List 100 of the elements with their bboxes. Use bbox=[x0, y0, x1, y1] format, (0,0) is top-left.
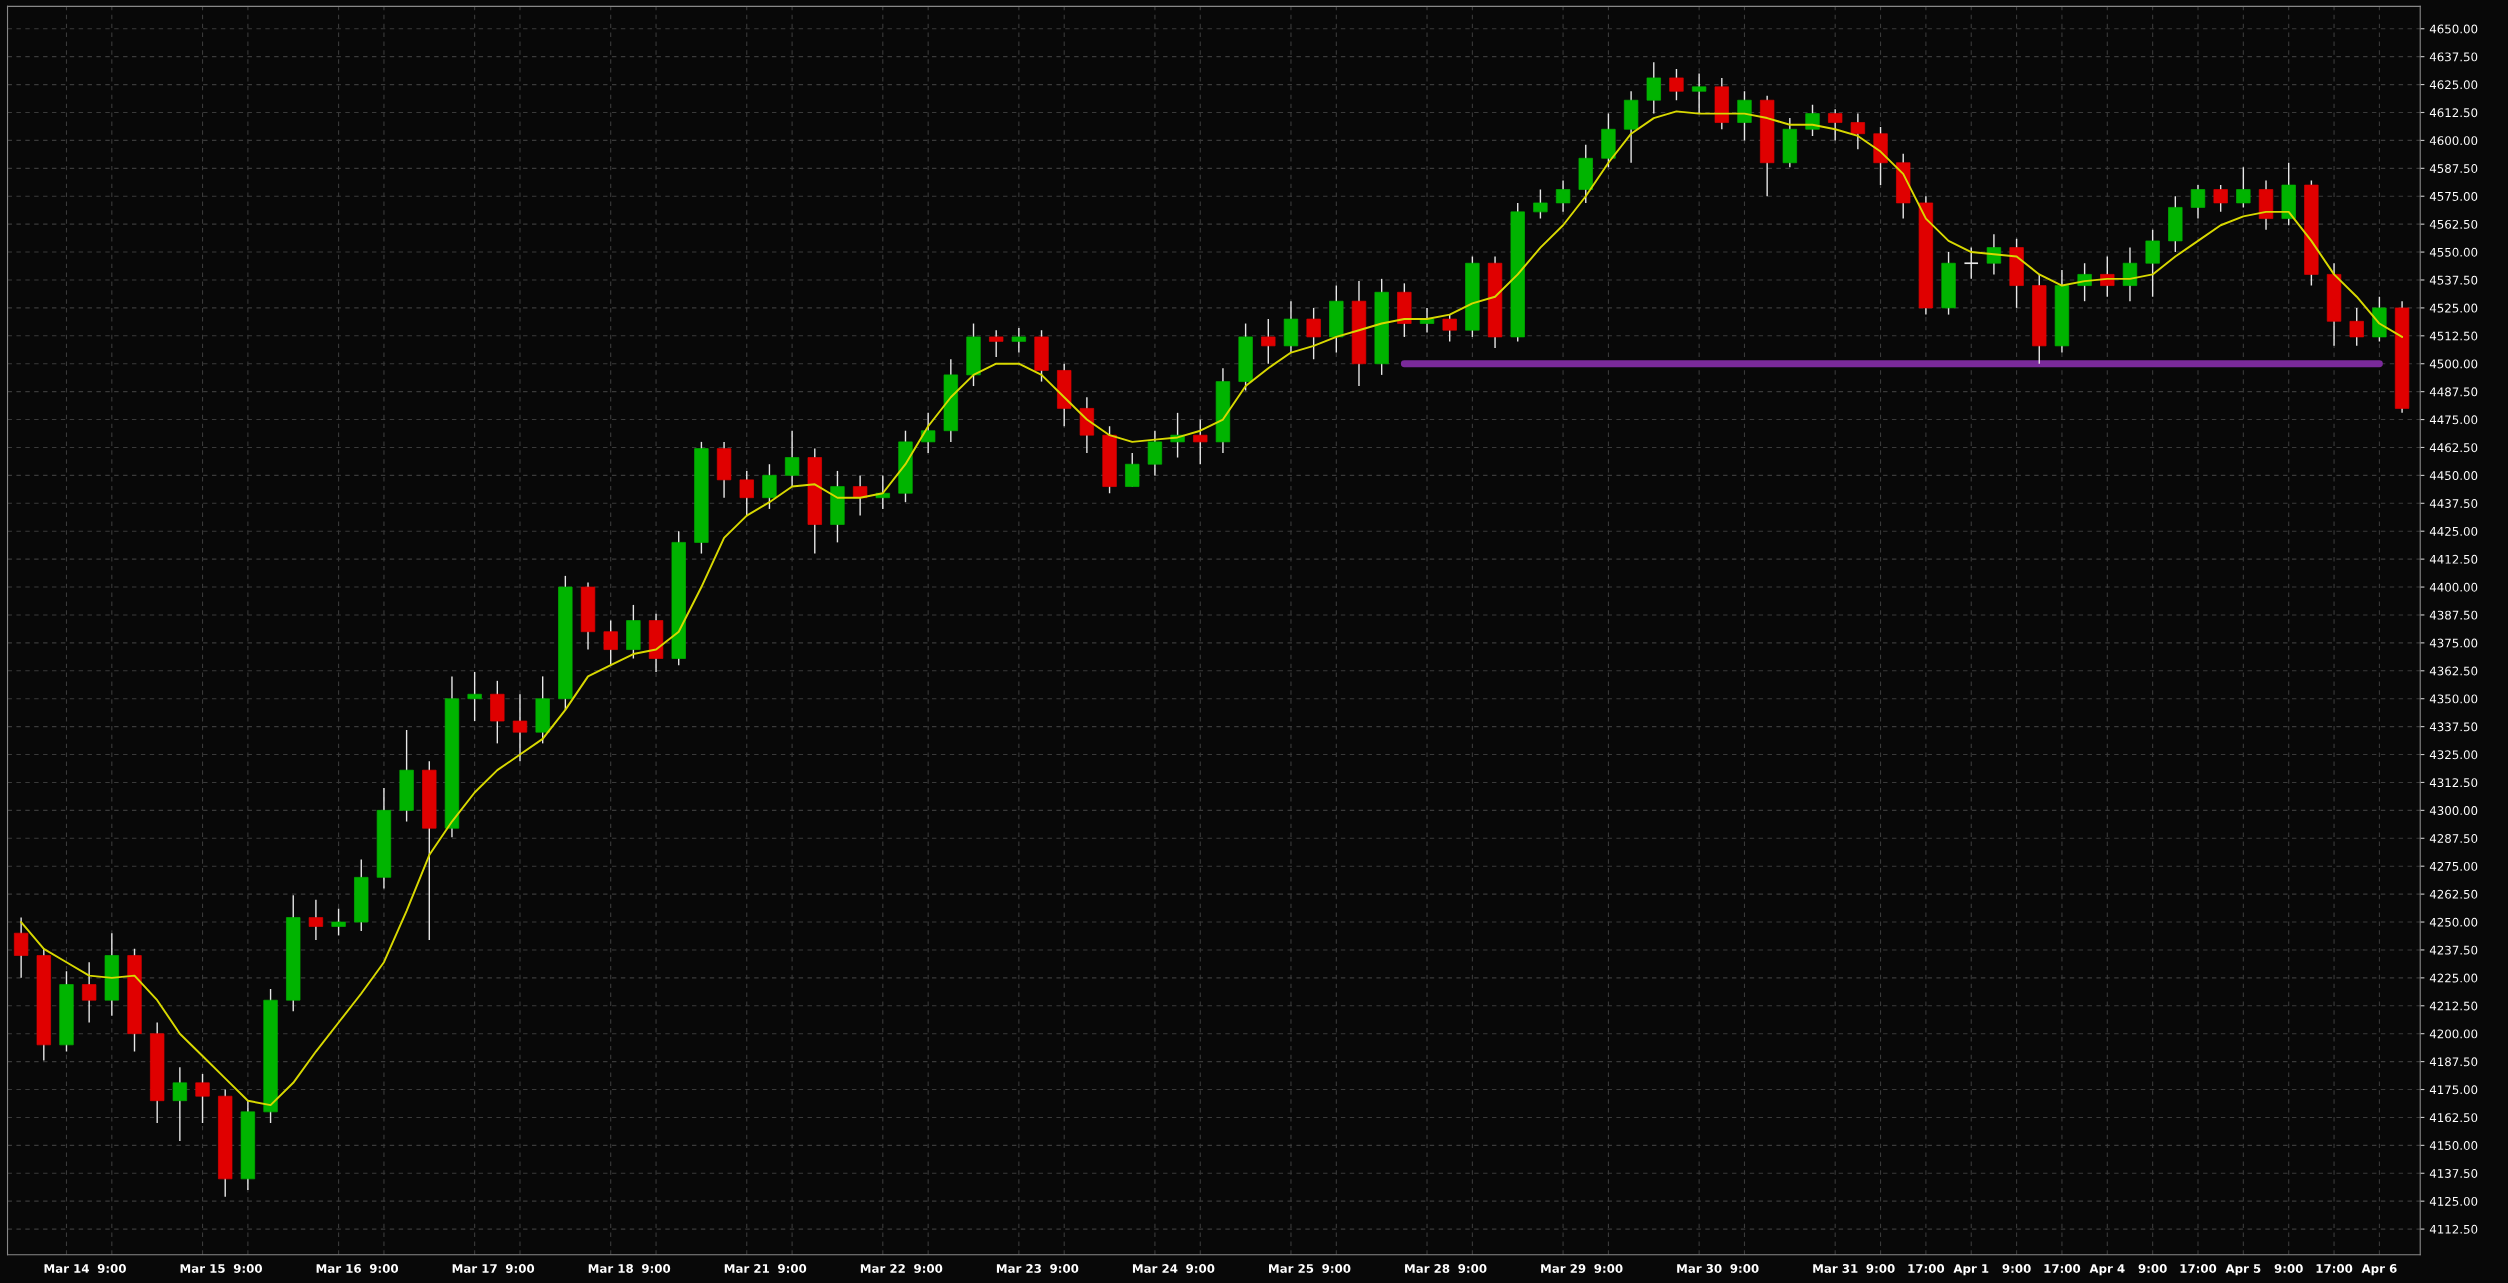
x-tick-label: 17:00 bbox=[2180, 1264, 2217, 1273]
x-tick-label: 9:00 bbox=[1050, 1264, 1079, 1273]
candlestick bbox=[603, 619, 618, 666]
y-tick-label: 4425.00 bbox=[2429, 526, 2478, 536]
y-tick-label: 4575.00 bbox=[2429, 191, 2478, 201]
x-tick-label: Mar 31 bbox=[1813, 1264, 1858, 1273]
y-tick-label: 4537.50 bbox=[2429, 275, 2478, 285]
y-tick-label: 4512.50 bbox=[2429, 331, 2478, 341]
y-tick-label: 4187.50 bbox=[2429, 1057, 2478, 1067]
candlestick bbox=[1533, 188, 1548, 220]
x-tick-label: 17:00 bbox=[1908, 1264, 1945, 1273]
x-tick-label: 9:00 bbox=[369, 1264, 399, 1273]
x-tick-label: 9:00 bbox=[1322, 1264, 1351, 1273]
y-tick-label: 4200.00 bbox=[2429, 1029, 2478, 1039]
candlestick bbox=[852, 474, 868, 517]
x-tick-label: Mar 29 bbox=[1541, 1264, 1586, 1273]
candlestick bbox=[1963, 246, 1979, 280]
candlestick bbox=[1646, 61, 1661, 115]
candlestick bbox=[331, 907, 346, 937]
candlestick bbox=[739, 470, 754, 517]
candlestick bbox=[512, 693, 528, 762]
candlestick bbox=[2213, 184, 2228, 213]
y-tick-label: 4587.50 bbox=[2429, 164, 2478, 173]
y-tick-label: 4562.50 bbox=[2429, 219, 2478, 229]
x-tick-label: 9:00 bbox=[1730, 1264, 1759, 1273]
y-tick-label: 4387.50 bbox=[2429, 610, 2478, 620]
y-tick-label: 4162.50 bbox=[2429, 1113, 2478, 1123]
y-tick-label: 4312.50 bbox=[2429, 778, 2478, 788]
y-tick-label: 4275.00 bbox=[2429, 861, 2478, 871]
y-tick-label: 4300.00 bbox=[2429, 806, 2478, 816]
x-tick-label: 9:00 bbox=[1594, 1264, 1623, 1273]
candlestick bbox=[762, 463, 777, 510]
y-tick-label: 4500.00 bbox=[2429, 359, 2478, 369]
candlestick bbox=[13, 916, 29, 979]
y-tick-label: 4412.50 bbox=[2429, 554, 2478, 564]
x-tick-label: Apr 5 bbox=[2225, 1264, 2261, 1276]
candlestick bbox=[2349, 307, 2364, 347]
candlestick bbox=[1442, 313, 1457, 343]
candlestick bbox=[1986, 233, 2002, 276]
y-tick-label: 4237.50 bbox=[2429, 945, 2478, 955]
x-tick-label: 9:00 bbox=[97, 1264, 126, 1273]
x-tick-label: 9:00 bbox=[914, 1264, 943, 1273]
x-tick-label: 17:00 bbox=[2044, 1264, 2081, 1273]
x-tick-label: Apr 4 bbox=[2089, 1264, 2125, 1276]
y-tick-label: 4225.00 bbox=[2429, 973, 2478, 983]
candlestick bbox=[1555, 179, 1571, 213]
y-tick-label: 4212.50 bbox=[2429, 1001, 2478, 1011]
candlestick bbox=[1193, 418, 1208, 465]
candlestick bbox=[467, 671, 482, 722]
x-tick-label: Mar 28 bbox=[1405, 1264, 1450, 1273]
y-tick-label: 4375.00 bbox=[2429, 638, 2478, 648]
y-tick-label: 4600.00 bbox=[2429, 136, 2478, 146]
x-tick-label: Mar 16 bbox=[316, 1264, 361, 1273]
line-series bbox=[20, 110, 2404, 1107]
y-tick-label: 4612.50 bbox=[2429, 108, 2478, 118]
x-tick-label: Mar 25 bbox=[1269, 1264, 1314, 1273]
candlestick bbox=[1011, 327, 1027, 354]
y-tick-label: 4287.50 bbox=[2429, 834, 2478, 843]
y-tick-label: 4450.00 bbox=[2429, 471, 2478, 481]
candlestick bbox=[989, 329, 1004, 358]
candlestick bbox=[2236, 166, 2251, 209]
y-tick-label: 4137.50 bbox=[2429, 1168, 2478, 1178]
x-tick-label: 9:00 bbox=[2138, 1264, 2167, 1273]
candlestick bbox=[172, 1066, 188, 1142]
candlestick bbox=[1147, 430, 1163, 477]
candlestick bbox=[784, 430, 800, 488]
y-tick-label: 4475.00 bbox=[2429, 415, 2478, 425]
y-tick-label: 4462.50 bbox=[2429, 443, 2478, 453]
y-tick-label: 4650.00 bbox=[2429, 24, 2478, 34]
x-tick-label: Mar 24 bbox=[1132, 1264, 1178, 1273]
x-tick-label: Mar 22 bbox=[860, 1264, 905, 1273]
candlestick bbox=[1261, 318, 1276, 365]
x-tick-label: 9:00 bbox=[1866, 1264, 1895, 1273]
candlestick bbox=[82, 961, 97, 1024]
x-tick-label: 9:00 bbox=[233, 1264, 262, 1273]
x-tick-label: 9:00 bbox=[1458, 1264, 1487, 1273]
y-tick-label: 4525.00 bbox=[2429, 303, 2478, 313]
x-tick-label: 9:00 bbox=[641, 1264, 671, 1273]
x-tick-label: Apr 1 bbox=[1953, 1264, 1989, 1276]
y-tick-label: 4125.00 bbox=[2429, 1196, 2478, 1206]
candlestick bbox=[195, 1073, 210, 1124]
x-tick-label: Mar 14 bbox=[44, 1264, 89, 1273]
y-tick-label: 4112.50 bbox=[2429, 1224, 2478, 1234]
y-tick-label: 4625.00 bbox=[2429, 80, 2478, 90]
x-tick-label: Mar 17 bbox=[452, 1264, 497, 1273]
y-tick-label: 4250.00 bbox=[2429, 917, 2478, 927]
x-tick-label: 17:00 bbox=[2316, 1264, 2353, 1273]
x-tick-label: 9:00 bbox=[778, 1264, 807, 1273]
candlestick bbox=[1691, 72, 1707, 115]
candlestick bbox=[1306, 307, 1321, 360]
y-tick-label: 4175.00 bbox=[2429, 1085, 2478, 1095]
y-tick-label: 4325.00 bbox=[2429, 750, 2478, 760]
candlestick bbox=[921, 412, 936, 454]
candlestick bbox=[2145, 229, 2160, 298]
x-tick-label: 9:00 bbox=[2002, 1264, 2031, 1273]
y-tick-label: 4150.00 bbox=[2429, 1141, 2478, 1150]
y-tick-label: 4400.00 bbox=[2429, 582, 2478, 592]
candlestick bbox=[1850, 112, 1866, 151]
x-tick-label: Apr 6 bbox=[2361, 1264, 2397, 1276]
y-tick-label: 4362.50 bbox=[2429, 666, 2478, 676]
